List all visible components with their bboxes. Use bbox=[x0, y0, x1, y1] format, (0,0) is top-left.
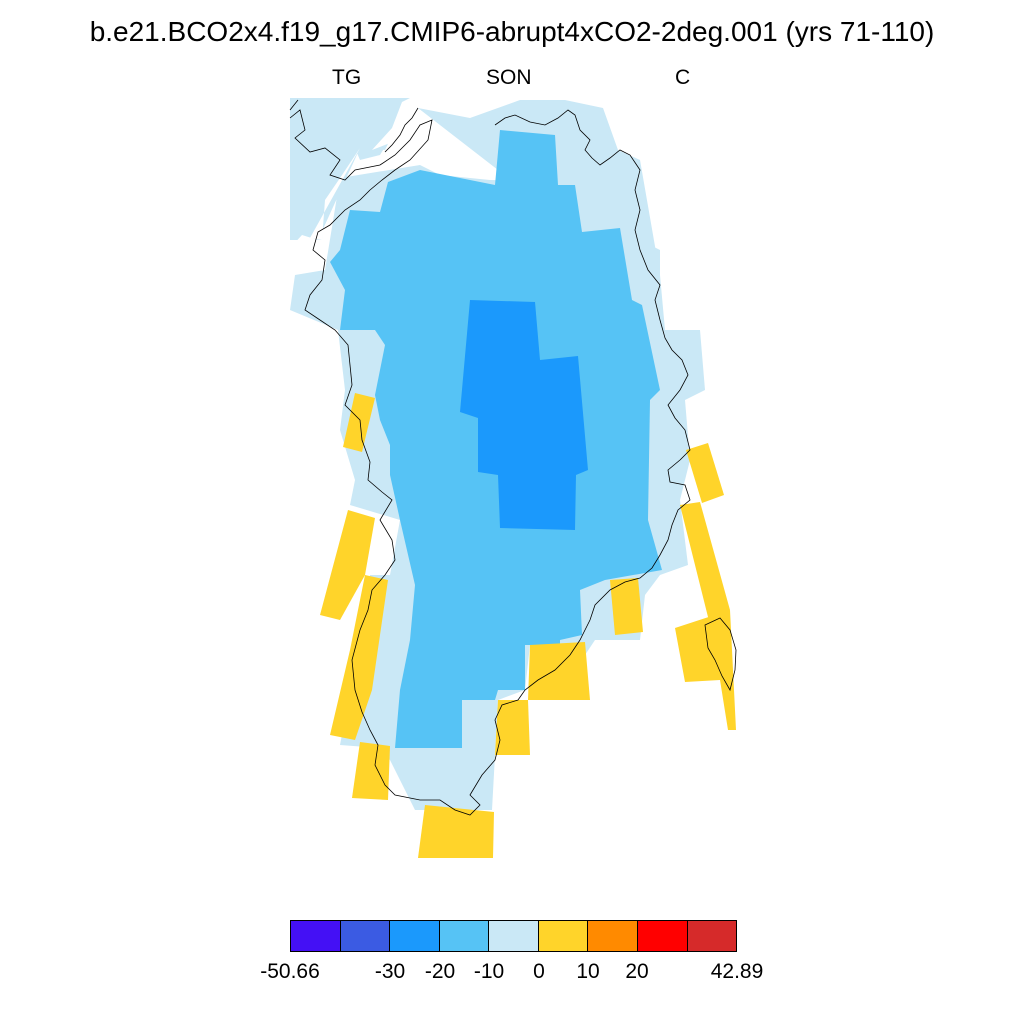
colorbar-tick: -20 bbox=[424, 960, 456, 983]
coastline bbox=[289, 109, 691, 816]
colorbar-swatch bbox=[637, 921, 688, 951]
colorbar-swatch bbox=[390, 921, 440, 951]
colorbar-tick: -30 bbox=[374, 960, 406, 983]
colorbar bbox=[290, 920, 737, 952]
colorbar-swatch bbox=[291, 921, 341, 951]
colorbar-swatch bbox=[489, 921, 539, 951]
colorbar-swatch bbox=[439, 921, 490, 951]
coastline-north bbox=[289, 99, 419, 153]
colorbar-tick: -10 bbox=[473, 960, 505, 983]
colorbar-tick-max: 42.89 bbox=[710, 960, 764, 983]
colorbar-swatch bbox=[538, 921, 589, 951]
contour-yellow bbox=[320, 393, 736, 858]
no-data-gaps bbox=[290, 98, 1024, 248]
colorbar-swatch bbox=[340, 921, 391, 951]
units-label: C bbox=[675, 66, 691, 89]
colorbar-tick: 0 bbox=[533, 960, 545, 983]
colorbar-swatch bbox=[687, 921, 737, 951]
colorbar-tick-min: -50.66 bbox=[260, 960, 320, 983]
colorbar-tick: 20 bbox=[625, 960, 649, 983]
variable-label: TG bbox=[332, 66, 362, 89]
colorbar-tick: 10 bbox=[576, 960, 600, 983]
season-label: SON bbox=[486, 66, 532, 89]
colorbar-swatch bbox=[588, 921, 638, 951]
coastline-east-island bbox=[704, 617, 737, 692]
plot-title: b.e21.BCO2x4.f19_g17.CMIP6-abrupt4xCO2-2… bbox=[89, 16, 935, 47]
contour-deep-blue bbox=[460, 300, 588, 530]
